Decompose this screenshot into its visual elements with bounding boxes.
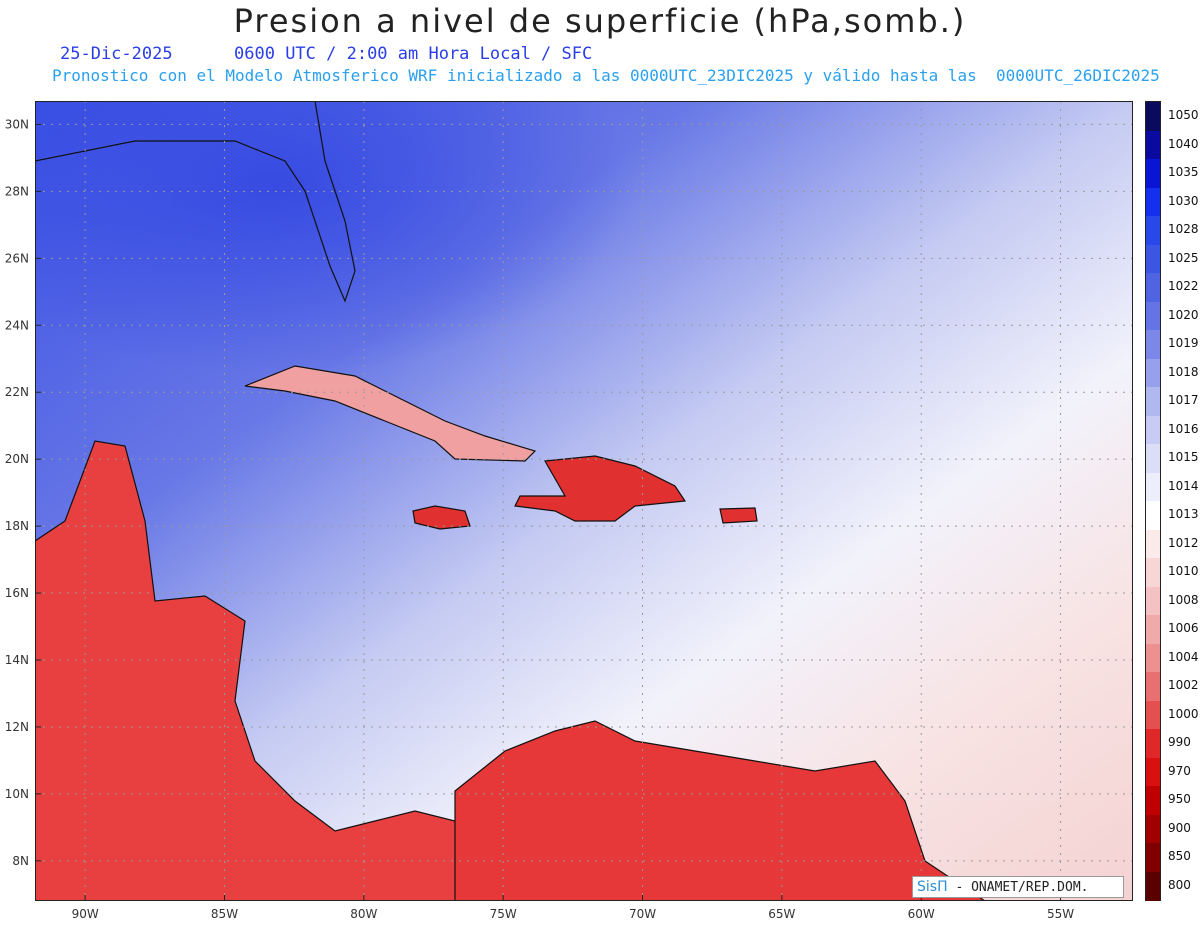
colorbar-level-label: 800	[1168, 877, 1191, 892]
lat-label: 12N	[5, 720, 29, 734]
colorbar-segment	[1146, 159, 1160, 188]
colorbar-level-label: 1008	[1168, 592, 1199, 607]
lat-lon-grid	[35, 101, 1133, 901]
colorbar-level-label: 1002	[1168, 678, 1199, 693]
colorbar-segment	[1146, 358, 1160, 388]
colorbar-level-label: 1022	[1168, 279, 1199, 294]
colorbar-segment	[1146, 187, 1160, 217]
colorbar-level-label: 1014	[1168, 478, 1199, 493]
lon-label: 60W	[908, 907, 935, 921]
colorbar-segment	[1146, 843, 1160, 872]
colorbar-segment	[1146, 501, 1160, 530]
colorbar-level-label: 1028	[1168, 222, 1199, 237]
lat-label: 10N	[5, 787, 29, 801]
lon-label: 75W	[490, 907, 517, 921]
lon-label: 80W	[350, 907, 377, 921]
colorbar-segment	[1146, 301, 1160, 331]
colorbar-level-label: 990	[1168, 735, 1191, 750]
lat-label: 20N	[5, 452, 29, 466]
colorbar-segment	[1146, 729, 1160, 758]
colorbar-level-label: 1019	[1168, 336, 1199, 351]
lat-label: 28N	[5, 184, 29, 198]
colorbar-segment	[1146, 700, 1160, 730]
colorbar-level-label: 1018	[1168, 364, 1199, 379]
forecast-time: 0600 UTC / 2:00 am Hora Local / SFC	[234, 44, 593, 64]
colorbar-segment	[1146, 216, 1160, 245]
colorbar-level-label: 1020	[1168, 307, 1199, 322]
colorbar-level-label: 1010	[1168, 564, 1199, 579]
colorbar	[1145, 101, 1161, 901]
lat-label: 16N	[5, 586, 29, 600]
lon-label: 85W	[211, 907, 238, 921]
credit-box: SisΠ - ONAMET/REP.DOM.	[912, 876, 1124, 898]
colorbar-level-label: 1025	[1168, 250, 1199, 265]
colorbar-segment	[1146, 444, 1160, 473]
colorbar-segment	[1146, 615, 1160, 644]
credit-text: - ONAMET/REP.DOM.	[955, 880, 1089, 895]
colorbar-segment	[1146, 130, 1160, 160]
land-low-pressure	[35, 101, 987, 901]
colorbar-level-label: 1030	[1168, 193, 1199, 208]
lon-label: 90W	[72, 907, 99, 921]
lat-label: 8N	[12, 854, 29, 868]
colorbar-level-label: 1035	[1168, 165, 1199, 180]
colorbar-segment	[1146, 786, 1160, 815]
colorbar-level-label: 970	[1168, 763, 1191, 778]
hispaniola-land	[514, 455, 687, 522]
colorbar-level-label: 1000	[1168, 706, 1199, 721]
colorbar-level-label: 1013	[1168, 507, 1199, 522]
lat-label: 30N	[5, 117, 29, 131]
colorbar-segment	[1146, 814, 1160, 844]
valid-time: 25-Dic-2025 0600 UTC / 2:00 am Hora Loca…	[60, 44, 592, 64]
colorbar-level-label: 1006	[1168, 621, 1199, 636]
map-frame	[35, 101, 1133, 901]
sispi-logo: SisΠ	[917, 879, 948, 895]
lon-label: 70W	[629, 907, 656, 921]
colorbar-segment	[1146, 102, 1160, 131]
colorbar-level-label: 1004	[1168, 649, 1199, 664]
colorbar-segment	[1146, 472, 1160, 502]
lon-label: 65W	[768, 907, 795, 921]
lat-label: 18N	[5, 519, 29, 533]
map-title: Presion a nivel de superficie (hPa,somb.…	[233, 2, 967, 40]
colorbar-segment	[1146, 529, 1160, 559]
lat-label: 24N	[5, 318, 29, 332]
colorbar-segment	[1146, 244, 1160, 274]
colorbar-segment	[1146, 558, 1160, 587]
colorbar-level-label: 950	[1168, 792, 1191, 807]
colorbar-level-label: 1050	[1168, 108, 1199, 123]
colorbar-level-label: 1016	[1168, 421, 1199, 436]
high-pressure-core	[35, 101, 835, 521]
colorbar-level-label: 1015	[1168, 450, 1199, 465]
forecast-date: 25-Dic-2025	[60, 44, 173, 64]
colorbar-segment	[1146, 415, 1160, 445]
colorbar-segment	[1146, 330, 1160, 359]
puerto-rico-land	[719, 507, 758, 524]
colorbar-segment	[1146, 586, 1160, 616]
colorbar-segment	[1146, 643, 1160, 673]
colorbar-segment	[1146, 273, 1160, 302]
model-run-info: Pronostico con el Modelo Atmosferico WRF…	[52, 66, 1160, 85]
colorbar-segment	[1146, 387, 1160, 416]
lat-label: 26N	[5, 251, 29, 265]
colorbar-level-label: 1017	[1168, 393, 1199, 408]
colorbar-segment	[1146, 871, 1160, 901]
colorbar-level-label: 850	[1168, 849, 1191, 864]
lat-label: 22N	[5, 385, 29, 399]
florida-land	[35, 101, 356, 303]
lat-label: 14N	[5, 653, 29, 667]
pressure-map	[35, 101, 1133, 901]
colorbar-level-label: 1012	[1168, 535, 1199, 550]
colorbar-level-label: 1040	[1168, 136, 1199, 151]
lon-label: 55W	[1047, 907, 1074, 921]
colorbar-segment	[1146, 672, 1160, 701]
colorbar-level-label: 900	[1168, 820, 1191, 835]
jamaica-land	[412, 505, 471, 530]
cuba-land	[244, 365, 537, 462]
colorbar-segment	[1146, 757, 1160, 787]
